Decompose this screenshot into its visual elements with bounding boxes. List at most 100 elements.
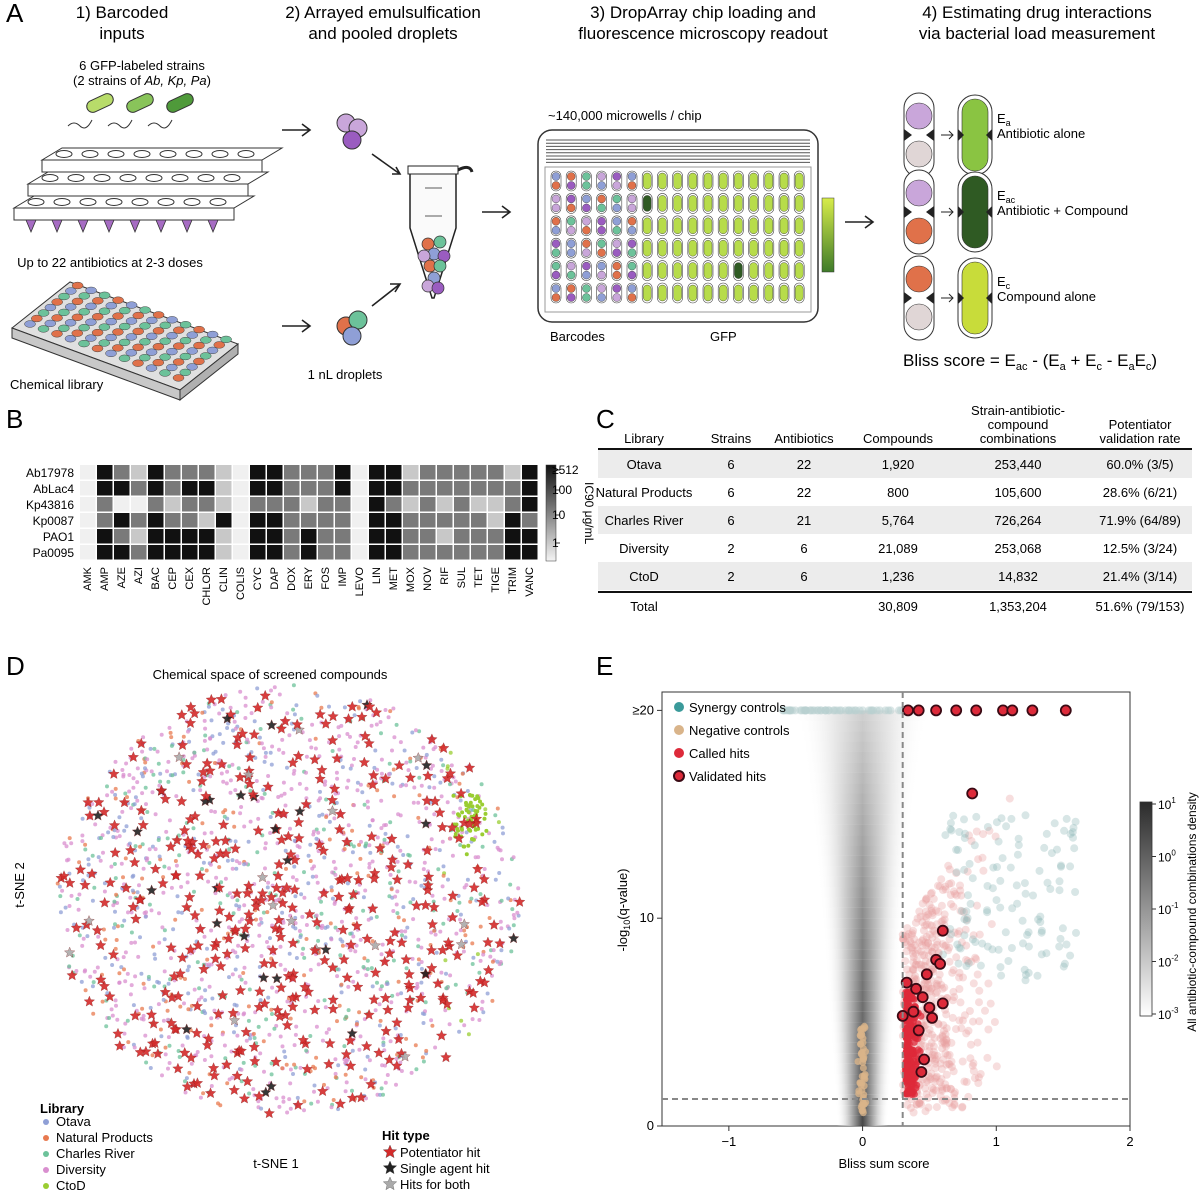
hit-star <box>241 1075 254 1087</box>
compound-point <box>157 854 162 859</box>
strip-tip <box>77 219 89 234</box>
hit-star <box>341 836 353 847</box>
heatmap-cell <box>505 465 521 480</box>
called-hit-point <box>933 1051 942 1060</box>
called-hit-point <box>922 894 931 903</box>
compound-point <box>120 809 125 814</box>
compound-point <box>355 970 360 974</box>
barcode-droplet <box>627 293 637 302</box>
hit-star <box>403 979 415 990</box>
hit-star <box>317 845 329 856</box>
compound-point <box>165 836 170 841</box>
compound-point <box>363 888 368 893</box>
compound-point <box>441 763 446 768</box>
called-hit-point <box>905 937 914 945</box>
called-hit-point <box>930 1051 939 1060</box>
compound-point <box>460 810 465 815</box>
hit-star <box>373 1047 385 1058</box>
compound-point <box>246 1018 251 1023</box>
compound-point <box>227 925 231 930</box>
heatmap-cell <box>403 481 419 496</box>
hit-star <box>249 1055 261 1067</box>
compound-point <box>430 763 435 768</box>
heatmap-cell <box>352 497 368 512</box>
compound-point <box>113 759 118 764</box>
compound-point <box>363 1077 368 1082</box>
hit-star <box>209 940 221 952</box>
compound-point <box>352 713 357 718</box>
compound-point <box>92 969 97 974</box>
compound-point <box>267 1032 272 1037</box>
hit-star <box>213 882 225 893</box>
compound-point <box>416 944 421 949</box>
compound-point <box>388 709 393 714</box>
hit-star <box>366 830 378 842</box>
table-cell: 5,764 <box>882 513 915 528</box>
called-hit-point <box>939 1055 948 1064</box>
compound-point <box>427 785 432 790</box>
synergy-control-point <box>1019 939 1027 948</box>
compound-point <box>129 930 134 935</box>
density-band <box>825 959 900 971</box>
heatmap-cell <box>420 497 436 512</box>
compound-point <box>132 802 137 807</box>
compound-point <box>145 810 150 814</box>
density-band <box>826 970 899 981</box>
compound-point <box>205 957 210 962</box>
compound-point <box>121 774 126 779</box>
library-well <box>179 321 192 329</box>
compound-point <box>223 693 228 698</box>
compound-point <box>157 911 161 916</box>
synergy-control-point <box>955 828 964 836</box>
compound-point <box>351 844 356 849</box>
called-hit-point <box>942 1039 951 1047</box>
called-hit-point <box>911 976 920 985</box>
hit-star <box>432 977 444 989</box>
compound-point <box>451 810 456 815</box>
hit-star <box>235 1045 247 1056</box>
density-band <box>819 887 906 898</box>
synergy-control-point <box>1012 881 1021 890</box>
negative-control-point <box>854 1058 862 1065</box>
called-hit-point <box>922 941 931 950</box>
table-cell: 21.4% (3/14) <box>1103 569 1177 584</box>
hit-star <box>174 967 186 979</box>
hit-star <box>410 899 423 911</box>
hit-star <box>402 1002 414 1013</box>
compound-point <box>333 925 338 930</box>
compound-point <box>257 922 262 927</box>
table-cell: 22 <box>797 485 811 500</box>
hit-star <box>95 939 107 951</box>
compound-point <box>458 806 463 811</box>
compound-point <box>379 1086 384 1091</box>
compound-point <box>67 964 72 969</box>
hit-star <box>79 879 91 890</box>
compound-point <box>314 913 319 918</box>
called-hit-point <box>945 935 954 944</box>
called-hit-point <box>920 985 929 994</box>
panel-letter-d: D <box>6 651 25 681</box>
synergy-control-point <box>1058 924 1067 933</box>
compound-point <box>166 981 171 986</box>
called-hit-point <box>927 904 936 913</box>
compound-point <box>348 766 353 771</box>
synergy-control-point <box>970 841 979 850</box>
barcode-droplet <box>567 293 576 302</box>
barcode-droplet <box>567 203 576 213</box>
strip-tip <box>207 219 219 234</box>
hit-star <box>258 971 270 983</box>
density-band <box>828 1001 897 1012</box>
compound-point <box>338 953 343 958</box>
table-header: Antibiotics <box>774 431 834 446</box>
compound-point <box>331 1098 336 1102</box>
compound-point <box>318 789 322 794</box>
called-hit-point <box>918 941 927 950</box>
called-hit-point <box>984 979 993 988</box>
compound-point <box>314 1024 319 1029</box>
hit-star <box>221 948 233 959</box>
hit-star <box>472 863 484 874</box>
gfp-droplet <box>688 239 697 257</box>
gfp-droplet <box>688 195 697 212</box>
validated-hit-point <box>918 1053 930 1066</box>
gfp-droplet <box>658 195 667 212</box>
